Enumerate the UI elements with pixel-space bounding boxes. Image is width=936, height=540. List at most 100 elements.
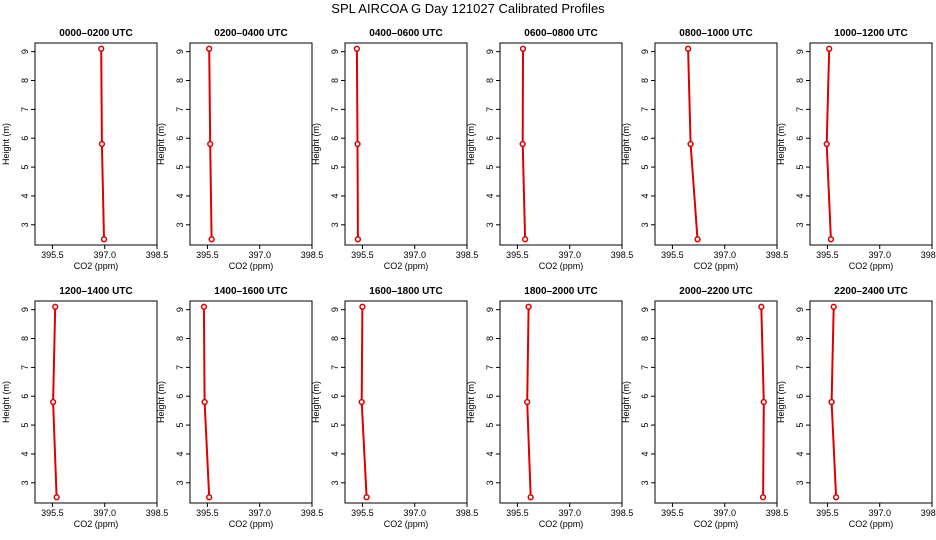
data-point bbox=[519, 45, 527, 52]
plot-frame bbox=[809, 300, 933, 504]
x-tick-label: 395.5 bbox=[661, 250, 684, 260]
y-tick-label: 8 bbox=[485, 78, 495, 83]
x-tick-label: 397.0 bbox=[713, 250, 736, 260]
x-tick-label: 397.0 bbox=[248, 250, 271, 260]
x-axis-label: CO2 (ppm) bbox=[539, 261, 584, 271]
data-point bbox=[98, 140, 106, 148]
x-axis-label: CO2 (ppm) bbox=[694, 261, 739, 271]
data-point bbox=[694, 236, 701, 243]
y-tick-label: 3 bbox=[640, 480, 650, 485]
y-tick-label: 8 bbox=[20, 78, 30, 83]
data-point bbox=[200, 303, 208, 310]
x-tick-label: 398.5 bbox=[456, 250, 479, 260]
y-tick-label: 9 bbox=[20, 49, 30, 54]
data-point bbox=[98, 45, 105, 52]
y-tick-label: 4 bbox=[640, 451, 650, 456]
x-tick-label: 397.0 bbox=[93, 250, 116, 260]
y-tick-label: 4 bbox=[485, 451, 495, 456]
plot-frame bbox=[189, 42, 313, 246]
data-point bbox=[207, 140, 214, 148]
y-tick-label: 7 bbox=[640, 365, 650, 370]
y-axis-label: Height (m) bbox=[156, 381, 166, 423]
y-tick-label: 9 bbox=[485, 307, 495, 312]
y-tick-label: 6 bbox=[175, 394, 185, 399]
data-point bbox=[827, 236, 835, 243]
y-tick-label: 8 bbox=[640, 336, 650, 341]
y-axis-label: Height (m) bbox=[776, 381, 786, 423]
y-tick-label: 4 bbox=[330, 451, 340, 456]
plot-frame bbox=[344, 300, 468, 504]
y-tick-label: 5 bbox=[330, 165, 340, 170]
x-axis-label: CO2 (ppm) bbox=[694, 519, 739, 529]
panel-title: 0000–0200 UTC bbox=[59, 28, 132, 39]
panel-title: 1800–2000 UTC bbox=[524, 286, 597, 297]
y-axis-label: Height (m) bbox=[466, 381, 476, 423]
x-axis-label: CO2 (ppm) bbox=[539, 519, 584, 529]
data-point bbox=[359, 303, 366, 310]
x-tick-label: 397.0 bbox=[713, 508, 736, 518]
y-tick-label: 6 bbox=[330, 136, 340, 141]
x-tick-label: 397.0 bbox=[868, 508, 891, 518]
y-tick-label: 5 bbox=[175, 165, 185, 170]
y-tick-label: 7 bbox=[20, 107, 30, 112]
plot-frame bbox=[654, 42, 778, 246]
plot-frame bbox=[809, 42, 933, 246]
data-point bbox=[358, 398, 365, 406]
x-tick-label: 397.0 bbox=[558, 250, 581, 260]
x-tick-label: 397.0 bbox=[93, 508, 116, 518]
y-tick-label: 6 bbox=[330, 394, 340, 399]
y-axis-label: Height (m) bbox=[311, 381, 321, 423]
y-tick-label: 3 bbox=[640, 222, 650, 227]
data-point bbox=[100, 236, 108, 243]
data-point bbox=[830, 303, 837, 310]
y-tick-label: 6 bbox=[20, 136, 30, 141]
x-tick-label: 398.5 bbox=[146, 250, 169, 260]
y-tick-label: 3 bbox=[175, 480, 185, 485]
panel-title: 0600–0800 UTC bbox=[524, 28, 597, 39]
data-point bbox=[206, 45, 213, 52]
x-axis-label: CO2 (ppm) bbox=[849, 261, 894, 271]
y-tick-label: 5 bbox=[330, 423, 340, 428]
x-axis-label: CO2 (ppm) bbox=[384, 519, 429, 529]
y-tick-label: 3 bbox=[795, 222, 805, 227]
y-tick-label: 6 bbox=[485, 394, 495, 399]
y-tick-label: 5 bbox=[20, 165, 30, 170]
y-tick-label: 4 bbox=[795, 451, 805, 456]
x-tick-label: 398.5 bbox=[766, 508, 789, 518]
y-tick-label: 3 bbox=[175, 222, 185, 227]
panel-title: 2200–2400 UTC bbox=[834, 286, 907, 297]
y-tick-label: 5 bbox=[795, 165, 805, 170]
x-tick-label: 395.5 bbox=[196, 250, 219, 260]
data-point bbox=[353, 45, 361, 52]
y-tick-label: 9 bbox=[175, 307, 185, 312]
data-point bbox=[525, 303, 532, 310]
y-axis-label: Height (m) bbox=[621, 123, 631, 165]
x-axis-label: CO2 (ppm) bbox=[74, 519, 119, 529]
y-tick-label: 3 bbox=[485, 222, 495, 227]
y-axis-label: Height (m) bbox=[156, 123, 166, 165]
y-tick-label: 6 bbox=[795, 394, 805, 399]
panel-title: 0800–1000 UTC bbox=[679, 28, 752, 39]
page-title: SPL AIRCOA G Day 121027 Calibrated Profi… bbox=[331, 1, 605, 16]
x-axis-label: CO2 (ppm) bbox=[384, 261, 429, 271]
y-tick-label: 7 bbox=[485, 107, 495, 112]
y-tick-label: 4 bbox=[485, 193, 495, 198]
x-tick-label: 395.5 bbox=[351, 250, 374, 260]
y-tick-label: 8 bbox=[330, 336, 340, 341]
plot-frame bbox=[654, 300, 778, 504]
y-tick-label: 3 bbox=[20, 480, 30, 485]
data-point bbox=[521, 236, 529, 243]
plot-frame bbox=[499, 42, 623, 246]
x-axis-label: CO2 (ppm) bbox=[74, 261, 119, 271]
y-tick-label: 9 bbox=[175, 49, 185, 54]
data-point bbox=[354, 140, 361, 148]
x-tick-label: 395.5 bbox=[661, 508, 684, 518]
y-tick-label: 5 bbox=[640, 165, 650, 170]
plot-frame bbox=[499, 300, 623, 504]
y-tick-label: 7 bbox=[330, 365, 340, 370]
y-tick-label: 5 bbox=[640, 423, 650, 428]
y-tick-label: 8 bbox=[175, 336, 185, 341]
y-tick-label: 7 bbox=[640, 107, 650, 112]
y-tick-label: 3 bbox=[795, 480, 805, 485]
